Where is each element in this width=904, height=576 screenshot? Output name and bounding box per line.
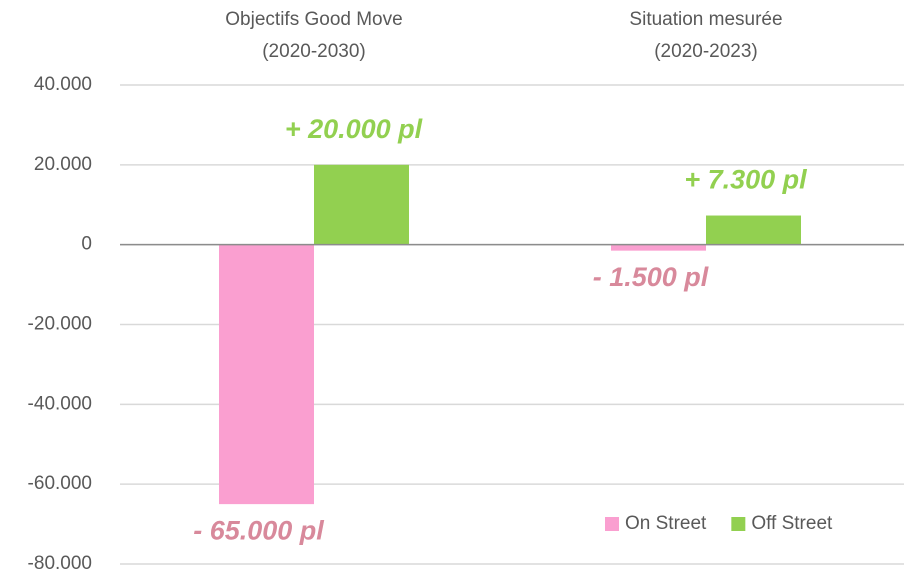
legend-label: Off Street xyxy=(751,513,833,534)
legend-swatch xyxy=(605,517,619,531)
value-label: + 20.000 pl xyxy=(285,114,423,144)
value-label: - 65.000 pl xyxy=(193,515,324,545)
legend-swatch xyxy=(731,517,746,531)
y-tick-label: -20.000 xyxy=(28,314,92,335)
y-tick-label: 40.000 xyxy=(34,74,92,95)
bar xyxy=(314,164,409,245)
category-label: Objectifs Good Move (2020-2030) xyxy=(225,9,403,62)
value-label: + 7.300 pl xyxy=(684,165,807,195)
y-tick-label: -80.000 xyxy=(28,553,92,574)
y-tick-label: 0 xyxy=(81,234,92,255)
value-label: - 1.500 pl xyxy=(593,262,709,292)
y-tick-label: -40.000 xyxy=(28,393,92,414)
y-tick-label: 20.000 xyxy=(34,154,92,175)
category-label: Situation mesurée (2020-2023) xyxy=(629,9,783,62)
bar xyxy=(219,244,314,505)
y-tick-label: -60.000 xyxy=(28,473,92,494)
legend-label: On Street xyxy=(625,513,707,534)
bar xyxy=(706,215,801,245)
bar xyxy=(611,244,706,251)
